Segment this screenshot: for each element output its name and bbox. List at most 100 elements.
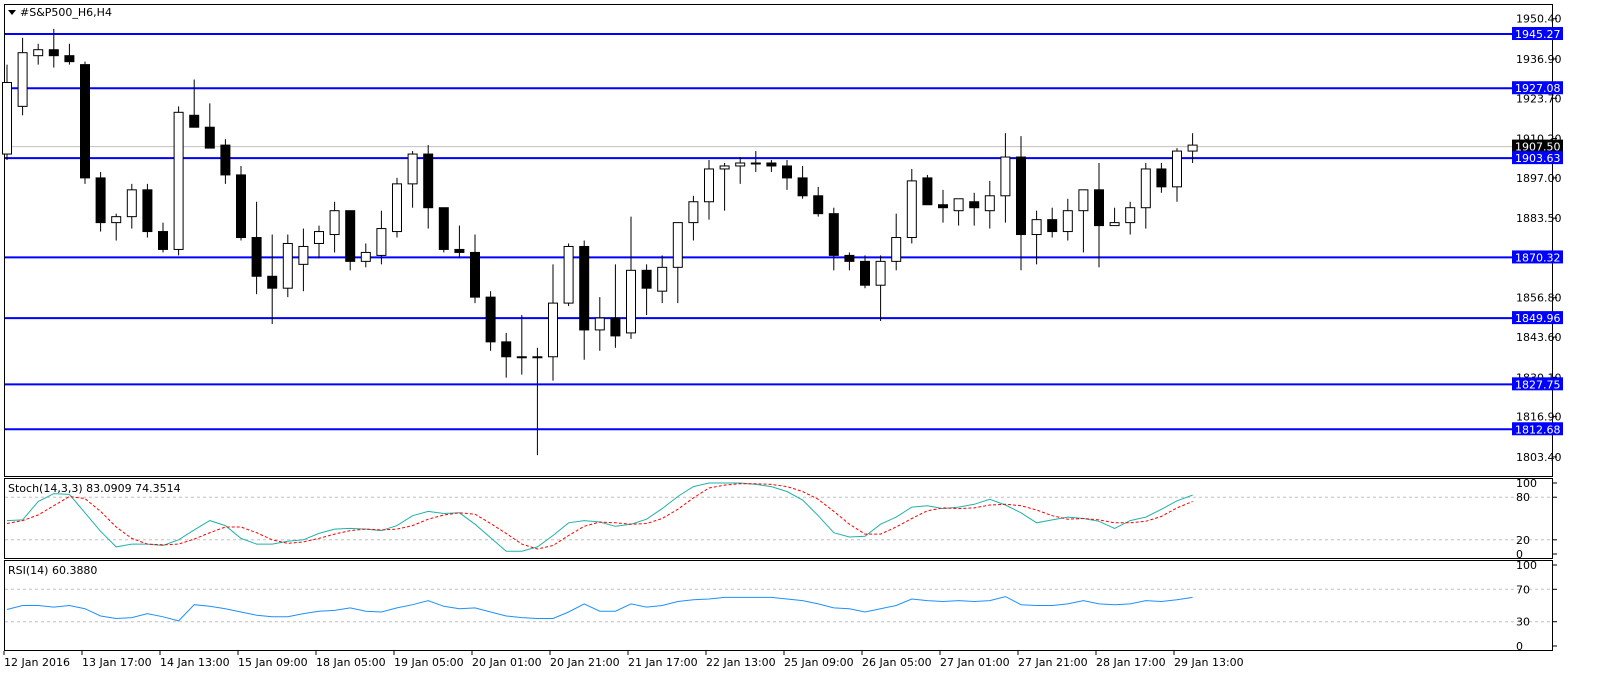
candles [2, 28, 1198, 456]
stoch-tick-label: 0 [1516, 548, 1523, 561]
bearish-candle [80, 64, 90, 179]
bullish-candle [548, 302, 558, 358]
rsi-label: RSI(14) 60.3880 [8, 564, 97, 577]
time-tick-label: 21 Jan 17:00 [628, 656, 698, 669]
bullish-candle [2, 82, 12, 155]
bullish-candle [407, 153, 418, 185]
stoch-label: Stoch(14,3,3) 83.0909 74.3514 [8, 482, 181, 495]
time-tick-label: 19 Jan 05:00 [394, 656, 464, 669]
time-tick-label: 13 Jan 17:00 [82, 656, 152, 669]
bullish-candle [1125, 207, 1136, 224]
price-tick-label: 1843.60 [1516, 331, 1562, 344]
bullish-candle [563, 245, 574, 304]
chart-title: #S&P500_H6,H4 [20, 6, 112, 19]
current-price-label: 1907.50 [1515, 141, 1561, 154]
bullish-candle [750, 162, 761, 165]
bullish-candle [594, 317, 605, 331]
price-tick-label: 1803.40 [1516, 451, 1562, 464]
bearish-candle [48, 49, 59, 57]
bearish-candle [501, 341, 512, 358]
symbol-dropdown-icon[interactable] [8, 10, 16, 15]
level-tag-label: 1945.27 [1515, 28, 1561, 41]
bullish-candle [906, 180, 917, 239]
bullish-candle [1000, 156, 1011, 197]
level-tag [1512, 377, 1563, 391]
bearish-candle [438, 207, 449, 250]
level-tag [1512, 27, 1563, 41]
rsi-tick-label: 0 [1516, 640, 1523, 653]
time-tick-label: 20 Jan 21:00 [550, 656, 620, 669]
current-price-tag [1512, 139, 1563, 153]
bearish-candle [95, 177, 106, 224]
level-tags: 1907.50 1945.27 1927.08 1903.63 1870.32 1849.… [1512, 27, 1563, 436]
level-tag [1512, 151, 1563, 165]
bearish-candle [423, 153, 434, 209]
bullish-candle [329, 210, 340, 236]
bearish-candle [345, 210, 356, 262]
level-tag [1512, 250, 1563, 264]
time-tick-label: 26 Jan 05:00 [862, 656, 932, 669]
rsi-tick-label: 70 [1516, 583, 1530, 596]
bearish-candle [204, 126, 215, 149]
bullish-candle [704, 168, 714, 203]
bullish-candle [875, 260, 886, 286]
rsi-series-line [6, 596, 1193, 622]
bearish-candle [860, 260, 870, 286]
bearish-candle [142, 189, 153, 233]
bullish-candle [360, 251, 371, 262]
bullish-candle [688, 201, 699, 224]
bullish-candle [17, 52, 28, 107]
bullish-candle [626, 269, 636, 334]
bullish-candle [1062, 210, 1073, 233]
bullish-candle [282, 242, 293, 289]
level-tag [1512, 81, 1563, 95]
bullish-candle [173, 111, 184, 250]
bearish-candle [922, 177, 933, 206]
stoch-tick-label: 100 [1516, 477, 1537, 490]
bearish-candle [1094, 189, 1104, 227]
bearish-candle [969, 201, 980, 209]
bullish-candle [657, 266, 668, 292]
bearish-candle [1156, 168, 1167, 188]
time-tick-label: 18 Jan 05:00 [316, 656, 386, 669]
bearish-candle [236, 174, 246, 239]
bearish-candle [610, 317, 621, 337]
price-tick-label: 1816.90 [1516, 411, 1562, 424]
bullish-candle [672, 222, 683, 268]
bullish-candle [1140, 168, 1151, 209]
bearish-candle [470, 251, 480, 298]
bearish-candle [828, 213, 839, 256]
bearish-candle [797, 177, 808, 197]
bearish-candle [1047, 219, 1058, 233]
bearish-candle [267, 275, 278, 289]
level-lines [5, 33, 1552, 431]
level-tag-label: 1903.63 [1515, 152, 1561, 165]
bearish-candle [220, 144, 231, 176]
bearish-candle [938, 204, 948, 209]
stoch-tick-label: 20 [1516, 534, 1530, 547]
bullish-candle [1109, 222, 1120, 227]
price-tick-label: 1950.40 [1516, 13, 1562, 26]
rsi-tick-label: 100 [1516, 559, 1537, 572]
bearish-candle [189, 114, 200, 128]
level-tag [1512, 422, 1563, 436]
bullish-candle [392, 183, 402, 233]
time-tick-label: 12 Jan 2016 [4, 656, 70, 669]
time-tick-label: 27 Jan 01:00 [940, 656, 1010, 669]
bearish-candle [158, 231, 168, 250]
price-panel-frame [4, 4, 1553, 477]
time-tick-label: 27 Jan 21:00 [1018, 656, 1088, 669]
level-tag-label: 1849.96 [1515, 312, 1561, 325]
bearish-candle [485, 296, 496, 343]
bullish-candle [953, 198, 964, 212]
price-tick-label: 1883.50 [1516, 212, 1562, 225]
price-tick-label: 1923.70 [1516, 92, 1562, 105]
bullish-candle [735, 162, 746, 167]
level-tag-label: 1870.32 [1515, 251, 1561, 264]
price-tick-label: 1936.90 [1516, 53, 1562, 66]
time-tick-label: 28 Jan 17:00 [1096, 656, 1166, 669]
bullish-candle [33, 49, 44, 57]
bearish-candle [64, 55, 75, 63]
